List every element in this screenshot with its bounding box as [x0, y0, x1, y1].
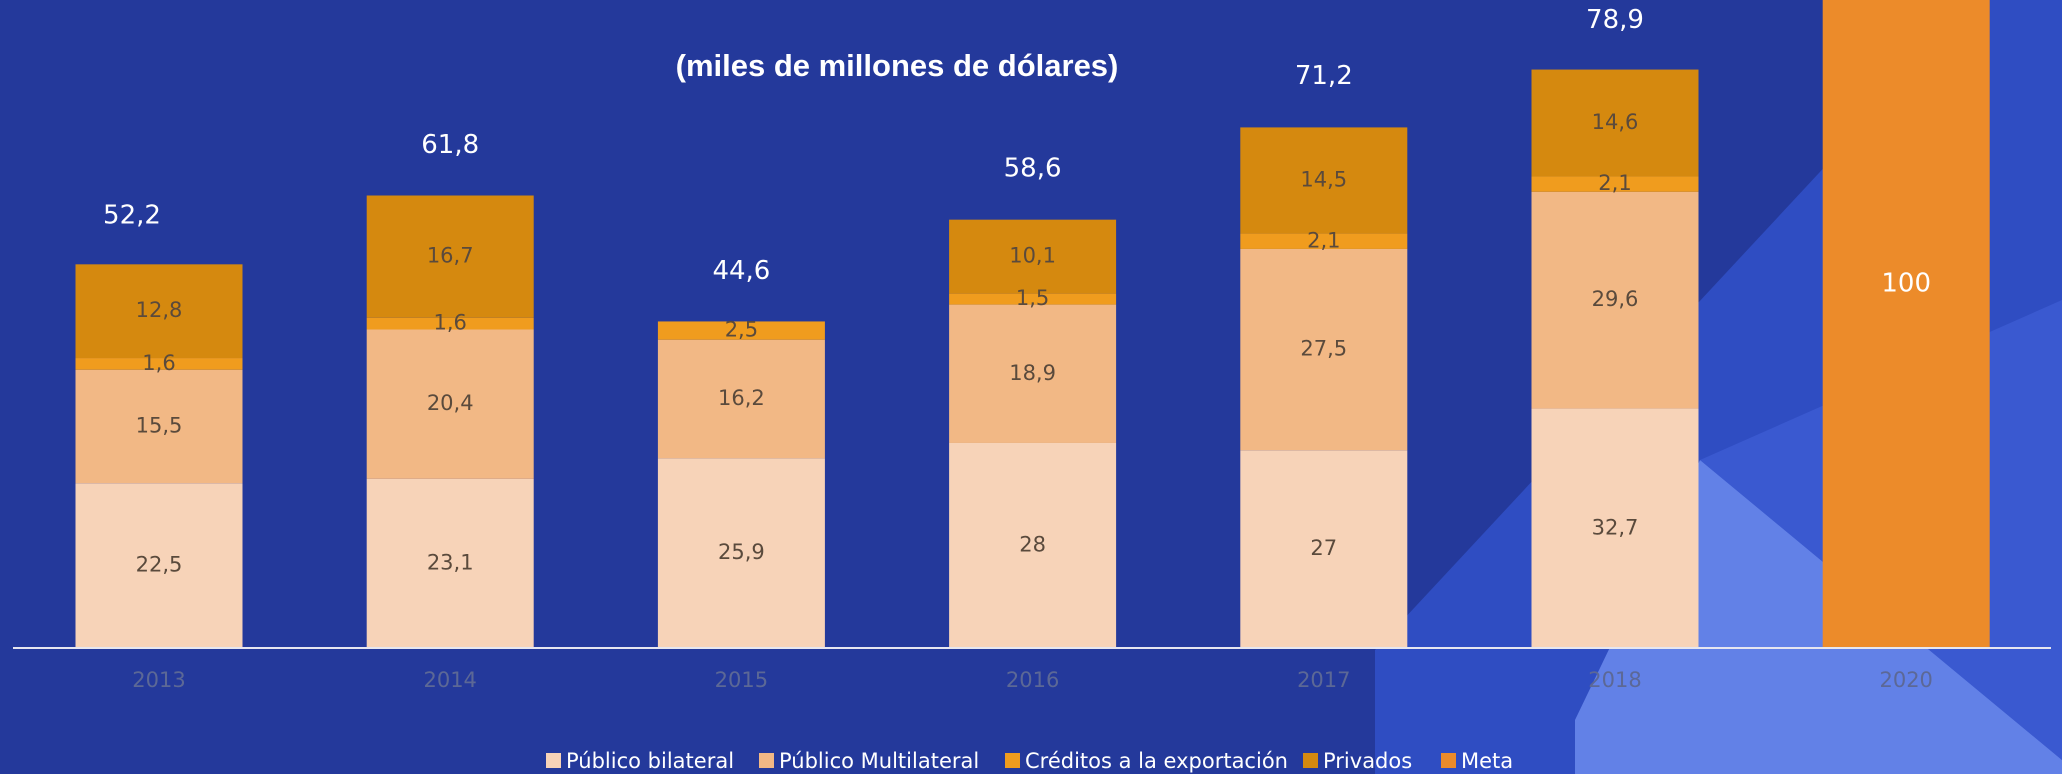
data-label: 1,5 [1016, 286, 1049, 310]
bar-segment [1240, 233, 1408, 249]
x-tick-label: 2018 [1588, 668, 1641, 692]
bar-segment [75, 264, 243, 359]
x-tick-label: 2020 [1879, 668, 1932, 692]
data-label: 1,6 [142, 351, 175, 375]
bar-segment [366, 317, 534, 330]
data-label: 16,7 [427, 244, 474, 268]
x-tick-label: 2013 [132, 668, 185, 692]
data-label: 100 [1881, 269, 1931, 299]
bar-segment [657, 458, 825, 648]
bar-segment [949, 442, 1117, 648]
bar-segment [1240, 248, 1408, 451]
data-label: 27 [1310, 536, 1337, 560]
x-tick-label: 2016 [1006, 668, 1059, 692]
data-label: 25,9 [718, 540, 765, 564]
data-label: 10,1 [1009, 244, 1056, 268]
bar-segment [1531, 176, 1699, 192]
legend-marker [1005, 753, 1020, 768]
bar-segment [657, 321, 825, 340]
data-label: 18,9 [1009, 361, 1056, 385]
data-label: 20,4 [427, 391, 474, 415]
bar-segment [1531, 69, 1699, 177]
bar-segment [366, 329, 534, 479]
data-label: 27,5 [1300, 337, 1347, 361]
bar-segment [657, 339, 825, 459]
bar-segment [1240, 450, 1408, 648]
data-label: 14,6 [1592, 110, 1639, 134]
legend-label: Público Multilateral [779, 749, 979, 773]
data-label: 14,5 [1300, 167, 1347, 191]
bar-segment [1822, 0, 1990, 648]
total-label: 71,2 [1295, 61, 1353, 91]
data-label: 29,6 [1592, 287, 1639, 311]
legend-marker [1303, 753, 1318, 768]
legend-label: Público bilateral [566, 749, 734, 773]
total-label: 61,8 [421, 130, 479, 160]
legend-marker [1441, 753, 1456, 768]
legend-label: Privados [1323, 749, 1412, 773]
data-label: 12,8 [136, 298, 183, 322]
bar-segment [1531, 408, 1699, 648]
data-label: 22,5 [136, 553, 183, 577]
bar-segment [75, 483, 243, 648]
bar-segment [75, 358, 243, 370]
chart-title: (miles de millones de dólares) [676, 48, 1119, 83]
data-label: 1,6 [433, 311, 466, 335]
data-label: 16,2 [718, 386, 765, 410]
legend-label: Créditos a la exportación [1025, 749, 1288, 773]
total-label: 52,2 [103, 200, 161, 230]
data-label: 32,7 [1592, 515, 1639, 539]
total-label: 58,6 [1004, 153, 1062, 183]
bar-segment [949, 293, 1117, 305]
data-label: 2,1 [1598, 171, 1631, 195]
total-label: 44,6 [712, 256, 770, 286]
bar-segment [75, 369, 243, 484]
x-tick-label: 2015 [715, 668, 768, 692]
legend-marker [546, 753, 561, 768]
bar-segment [949, 304, 1117, 443]
data-label: 28 [1019, 532, 1046, 556]
data-label: 2,5 [725, 318, 758, 342]
bar-segment [1240, 127, 1408, 234]
total-label: 78,9 [1586, 5, 1644, 35]
bar-segment [1531, 191, 1699, 409]
bar-segment [949, 219, 1117, 294]
data-label: 2,1 [1307, 228, 1340, 252]
legend-label: Meta [1461, 749, 1513, 773]
x-tick-label: 2017 [1297, 668, 1350, 692]
data-label: 23,1 [427, 550, 474, 574]
data-label: 15,5 [136, 414, 183, 438]
legend-marker [759, 753, 774, 768]
plot-area [75, 0, 1990, 648]
bar-segment [366, 195, 534, 318]
bar-segment [366, 478, 534, 648]
x-tick-label: 2014 [423, 668, 476, 692]
